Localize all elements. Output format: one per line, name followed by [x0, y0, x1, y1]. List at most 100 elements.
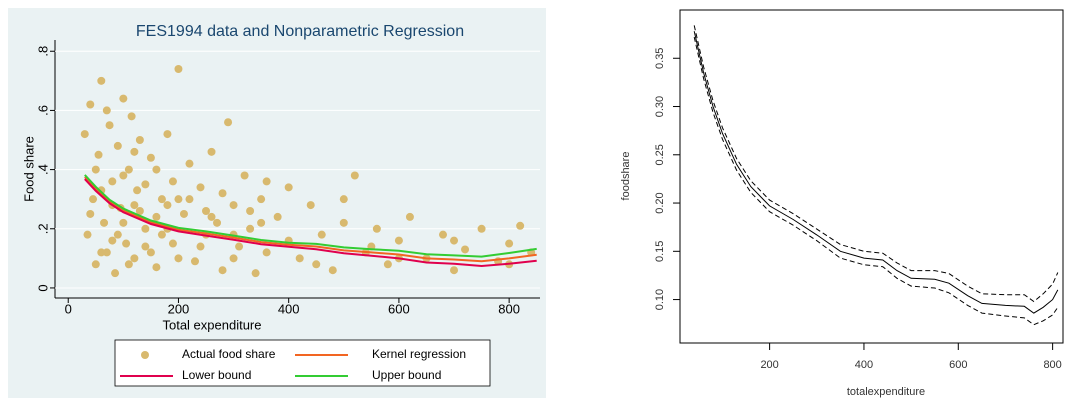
- point: [108, 177, 117, 186]
- point: [102, 106, 111, 115]
- x-tick-label: 600: [949, 359, 967, 371]
- point: [146, 248, 155, 257]
- y-tick-label: .6: [35, 105, 50, 116]
- point: [86, 100, 95, 109]
- point: [185, 195, 194, 204]
- plot-box: [679, 9, 1064, 344]
- x-tick-label: 800: [1043, 359, 1061, 371]
- point: [240, 171, 249, 180]
- point: [130, 147, 139, 156]
- point: [152, 212, 161, 221]
- point: [190, 257, 199, 266]
- point: [80, 130, 89, 139]
- point: [516, 221, 525, 230]
- point: [97, 248, 106, 257]
- x-axis-label: totalexpenditure: [847, 386, 925, 398]
- legend-label: Lower bound: [182, 368, 251, 382]
- line: [693, 31, 1059, 314]
- point: [174, 195, 183, 204]
- y-tick-label: 0.20: [654, 192, 666, 213]
- line: [84, 178, 537, 268]
- x-tick-label: 200: [760, 359, 778, 371]
- point: [461, 245, 470, 254]
- point: [174, 254, 183, 263]
- point: [157, 230, 166, 239]
- line: [693, 36, 1059, 326]
- point: [174, 64, 183, 73]
- point: [168, 177, 177, 186]
- legend-label: Upper bound: [372, 368, 441, 382]
- point: [284, 183, 293, 192]
- line: [693, 25, 1059, 303]
- point: [202, 207, 211, 216]
- point: [450, 236, 459, 245]
- point: [439, 230, 447, 239]
- point: [196, 183, 205, 192]
- y-tick-label: 0.30: [654, 96, 666, 117]
- point: [306, 201, 315, 210]
- point: [119, 218, 128, 227]
- point: [262, 248, 271, 257]
- point: [207, 147, 216, 156]
- point: [328, 266, 337, 275]
- point: [317, 230, 326, 239]
- point: [246, 224, 255, 233]
- y-tick-label: 0.10: [654, 289, 666, 310]
- point: [339, 195, 348, 204]
- point: [105, 121, 114, 130]
- point: [97, 76, 106, 85]
- x-tick-label: 800: [498, 301, 520, 316]
- point: [133, 186, 142, 195]
- point: [86, 209, 95, 218]
- point: [94, 150, 103, 159]
- point: [135, 136, 144, 145]
- point: [124, 165, 133, 174]
- point: [213, 218, 222, 227]
- line: [84, 176, 537, 263]
- point: [163, 130, 172, 139]
- point: [312, 260, 321, 269]
- point: [207, 212, 216, 221]
- legend-label: Actual food share: [182, 347, 276, 361]
- point: [113, 230, 122, 239]
- point: [119, 171, 128, 180]
- y-tick-label: 0.15: [654, 241, 666, 262]
- legend: [114, 339, 491, 387]
- y-tick-label: 0.35: [654, 48, 666, 69]
- point: [100, 218, 109, 227]
- point: [339, 218, 348, 227]
- y-tick-label: .8: [35, 46, 50, 57]
- x-tick-label: 400: [855, 359, 873, 371]
- point: [124, 260, 133, 269]
- point: [477, 224, 486, 233]
- chart-title: FES1994 data and Nonparametric Regressio…: [136, 23, 464, 40]
- point: [146, 153, 155, 162]
- point: [102, 248, 111, 257]
- point: [273, 212, 282, 221]
- point: [196, 242, 205, 251]
- x-tick-label: 600: [388, 301, 410, 316]
- point: [163, 201, 172, 210]
- legend-label: Kernel regression: [372, 347, 466, 361]
- point: [218, 189, 227, 198]
- point: [450, 266, 459, 275]
- point: [179, 209, 188, 218]
- point: [111, 269, 120, 278]
- point: [185, 159, 194, 168]
- x-tick-label: 400: [278, 301, 300, 316]
- point: [257, 218, 266, 227]
- point: [141, 224, 150, 233]
- point: [130, 254, 139, 263]
- point: [229, 201, 238, 210]
- point: [251, 269, 260, 278]
- point: [168, 239, 177, 248]
- point: [350, 171, 359, 180]
- point: [113, 141, 122, 150]
- point: [152, 165, 161, 174]
- y-tick-label: .2: [35, 223, 50, 234]
- y-tick-label: 0.25: [654, 144, 666, 165]
- point: [246, 207, 255, 216]
- point: [262, 177, 271, 186]
- y-tick-label: 0: [35, 284, 50, 291]
- x-tick-label: 200: [168, 301, 190, 316]
